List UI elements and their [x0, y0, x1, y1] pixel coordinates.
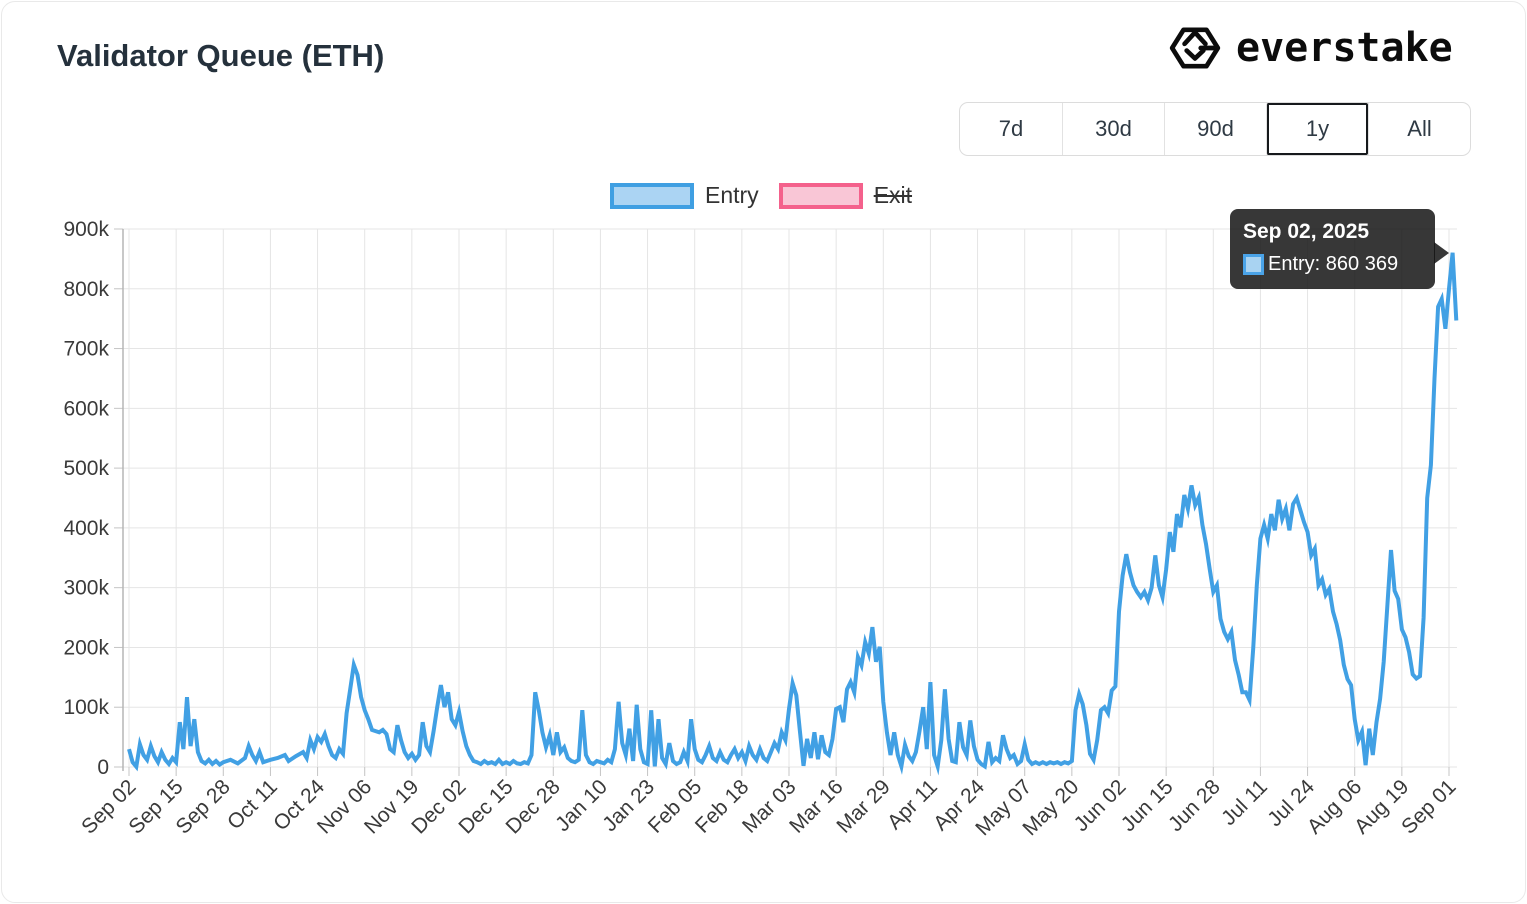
y-axis-label: 700k — [63, 338, 109, 361]
chart-axes — [114, 228, 1450, 776]
legend-label-entry: Entry — [705, 182, 759, 208]
exit-swatch — [778, 182, 863, 209]
range-button-7d[interactable]: 7d — [960, 103, 1062, 155]
x-axis-label: Jul 11 — [1217, 775, 1272, 830]
axis-labels: 0 100k 200k 300k 400k 500k 600k 700k 800k 900k Sep… — [63, 218, 1460, 840]
tooltip-row: Entry: 860 369 — [1243, 253, 1422, 276]
everstake-logo-icon — [1169, 27, 1221, 69]
tooltip-value: Entry: 860 369 — [1268, 253, 1399, 275]
chart-legend: Entry Exit — [610, 182, 932, 209]
entry-swatch — [610, 182, 694, 209]
x-axis-label: Jun 15 — [1117, 775, 1178, 836]
x-axis-label: Jun 28 — [1164, 775, 1225, 836]
x-axis-label: Mar 29 — [832, 775, 894, 837]
everstake-wordmark: everstake — [1236, 25, 1453, 71]
everstake-brand: everstake — [1167, 22, 1453, 74]
y-axis-label: 900k — [63, 218, 109, 241]
x-axis-label: Apr 11 — [883, 775, 942, 834]
entry-line — [127, 252, 1459, 776]
y-axis-label: 300k — [63, 577, 109, 600]
legend-item-exit[interactable]: Exit — [778, 182, 913, 209]
tooltip-entry-swatch — [1243, 254, 1264, 275]
legend-label-exit: Exit — [873, 182, 913, 208]
chart-tooltip: Sep 02, 2025 Entry: 860 369 — [1230, 209, 1449, 289]
legend-item-entry[interactable]: Entry — [610, 182, 759, 209]
x-axis-label: Oct 11 — [223, 775, 282, 834]
x-axis-label: Sep 01 — [1397, 775, 1460, 838]
range-button-1y[interactable]: 1y — [1266, 103, 1368, 155]
tooltip-caret — [1434, 242, 1449, 264]
x-axis-label: Sep 28 — [171, 775, 234, 838]
page-title: Validator Queue (ETH) — [57, 38, 385, 73]
range-selector: 7d 30d 90d 1y All — [959, 102, 1471, 156]
chart-grid — [123, 228, 1457, 768]
y-axis-label: 100k — [63, 696, 109, 719]
y-axis-label: 500k — [63, 457, 109, 480]
x-axis-label: Jan 10 — [551, 775, 612, 836]
x-axis-label: Dec 28 — [502, 775, 565, 838]
range-button-30d[interactable]: 30d — [1062, 103, 1164, 155]
range-button-all[interactable]: All — [1368, 103, 1470, 155]
y-axis-label: 400k — [63, 517, 109, 540]
y-axis-label: 0 — [97, 756, 109, 779]
tooltip-date: Sep 02, 2025 — [1243, 220, 1370, 243]
y-axis-label: 200k — [63, 636, 109, 659]
x-axis-label: Jun 02 — [1070, 775, 1131, 836]
y-axis-label: 600k — [63, 397, 109, 420]
y-axis-label: 800k — [63, 278, 109, 301]
range-button-90d[interactable]: 90d — [1164, 103, 1266, 155]
